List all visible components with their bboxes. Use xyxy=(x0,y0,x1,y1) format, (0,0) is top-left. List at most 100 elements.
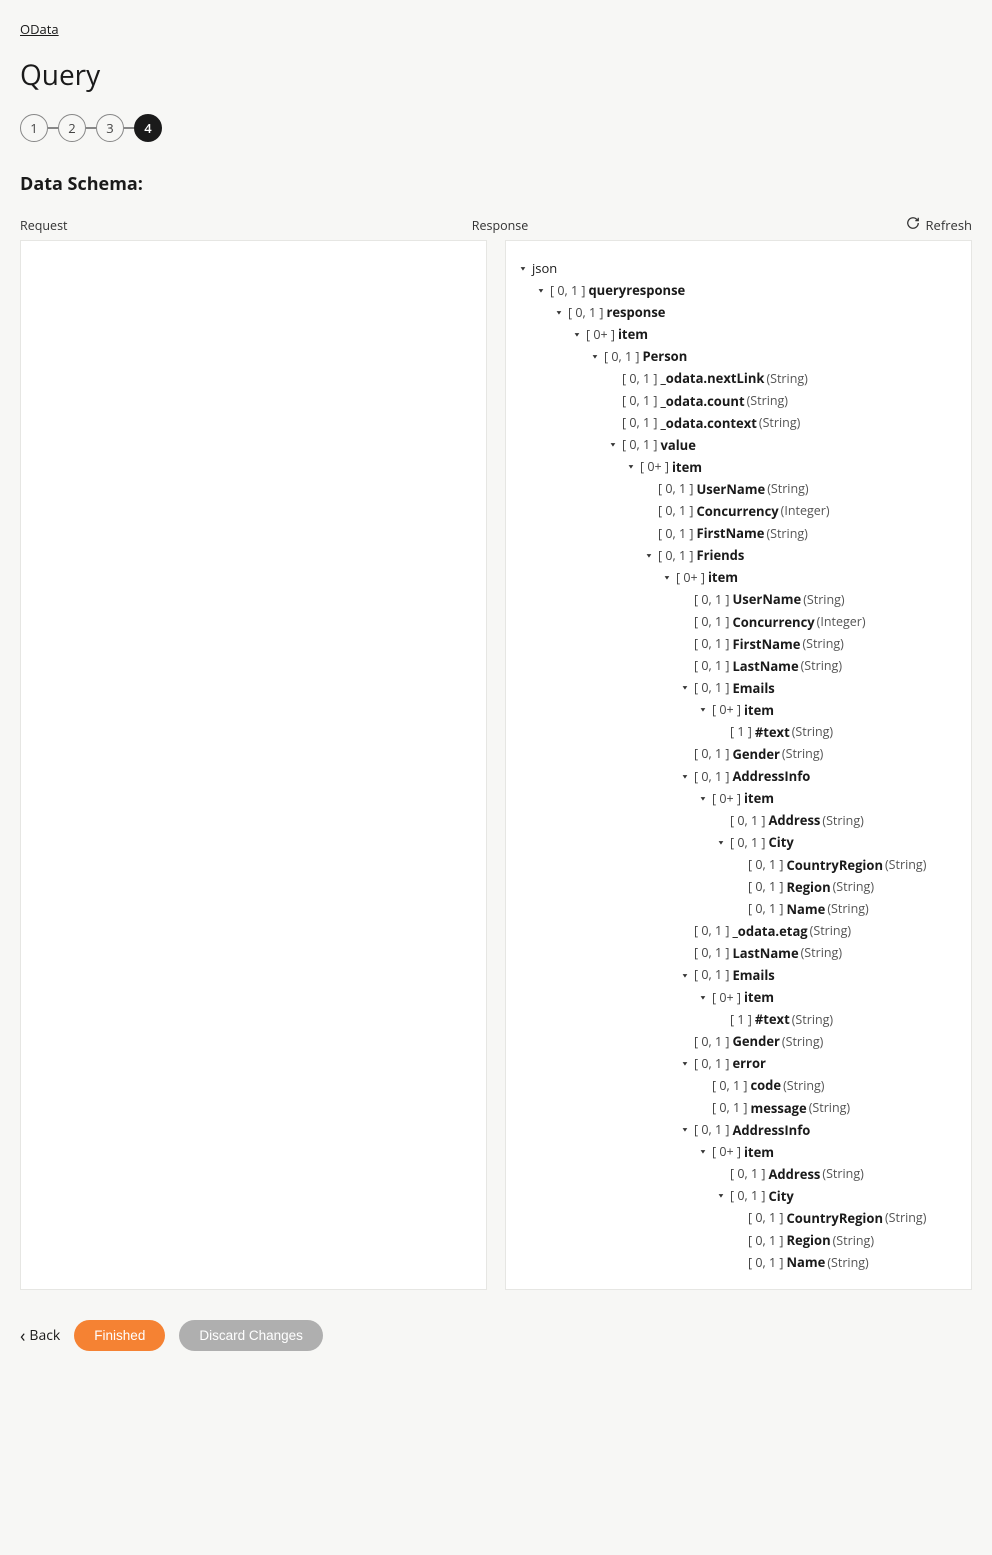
chevron-down-icon[interactable] xyxy=(660,569,674,586)
tree-node[interactable]: [ 0, 1 ] Concurrency (Integer) xyxy=(516,611,961,633)
tree-node[interactable]: [ 0, 1 ] message (String) xyxy=(516,1097,961,1119)
tree-node[interactable]: [ 0+ ] item xyxy=(516,1141,961,1163)
tree-node[interactable]: [ 0, 1 ] error xyxy=(516,1052,961,1074)
chevron-down-icon[interactable] xyxy=(570,326,584,343)
tree-node[interactable]: [ 1 ] #text (String) xyxy=(516,1008,961,1030)
refresh-icon xyxy=(906,216,920,234)
tree-node-name: _odata.nextLink xyxy=(660,367,764,389)
tree-node[interactable]: [ 0, 1 ] UserName (String) xyxy=(516,478,961,500)
tree-node[interactable]: [ 0, 1 ] Name (String) xyxy=(516,898,961,920)
tree-node[interactable]: [ 0, 1 ] Person xyxy=(516,345,961,367)
tree-node[interactable]: [ 0, 1 ] Address (String) xyxy=(516,809,961,831)
tree-node[interactable]: [ 0, 1 ] CountryRegion (String) xyxy=(516,854,961,876)
tree-node[interactable]: [ 0, 1 ] City xyxy=(516,831,961,853)
chevron-down-icon[interactable] xyxy=(624,458,638,475)
tree-node-name: message xyxy=(750,1097,806,1119)
tree-node[interactable]: [ 0+ ] item xyxy=(516,986,961,1008)
tree-node[interactable]: [ 0, 1 ] Gender (String) xyxy=(516,743,961,765)
tree-node[interactable]: [ 0+ ] item xyxy=(516,323,961,345)
tree-node[interactable]: [ 0, 1 ] Address (String) xyxy=(516,1163,961,1185)
tree-node[interactable]: [ 0, 1 ] Friends xyxy=(516,544,961,566)
chevron-down-icon[interactable] xyxy=(606,436,620,453)
tree-node-name: UserName xyxy=(732,588,801,610)
tree-node[interactable]: [ 0, 1 ] UserName (String) xyxy=(516,588,961,610)
tree-node[interactable]: [ 0, 1 ] City xyxy=(516,1185,961,1207)
tree-node[interactable]: [ 0, 1 ] FirstName (String) xyxy=(516,633,961,655)
tree-node-name: Address xyxy=(768,809,820,831)
tree-node[interactable]: [ 0, 1 ] LastName (String) xyxy=(516,655,961,677)
discard-button[interactable]: Discard Changes xyxy=(179,1320,323,1351)
tree-node[interactable]: [ 0, 1 ] _odata.etag (String) xyxy=(516,920,961,942)
tree-node-type: (String) xyxy=(801,942,842,963)
tree-node[interactable]: [ 0+ ] item xyxy=(516,787,961,809)
step-1[interactable]: 1 xyxy=(20,114,48,142)
tree-node[interactable]: [ 0, 1 ] LastName (String) xyxy=(516,942,961,964)
chevron-down-icon[interactable] xyxy=(552,304,566,321)
tree-node[interactable]: [ 0, 1 ] _odata.count (String) xyxy=(516,390,961,412)
tree-node-cardinality: [ 0+ ] xyxy=(640,456,669,477)
chevron-down-icon[interactable] xyxy=(696,989,710,1006)
tree-node-name: _odata.context xyxy=(660,412,756,434)
tree-node[interactable]: [ 0, 1 ] AddressInfo xyxy=(516,1119,961,1141)
tree-node-cardinality: [ 0, 1 ] xyxy=(748,1252,783,1273)
chevron-down-icon[interactable] xyxy=(696,701,710,718)
breadcrumb-link[interactable]: OData xyxy=(20,20,972,38)
chevron-down-icon[interactable] xyxy=(516,260,530,277)
tree-node-cardinality: [ 0, 1 ] xyxy=(748,898,783,919)
tree-node[interactable]: [ 0, 1 ] value xyxy=(516,434,961,456)
tree-node[interactable]: [ 0, 1 ] Name (String) xyxy=(516,1251,961,1273)
tree-node-cardinality: [ 1 ] xyxy=(730,721,752,742)
tree-node[interactable]: [ 0, 1 ] _odata.context (String) xyxy=(516,412,961,434)
tree-node-type: (String) xyxy=(766,368,807,389)
chevron-down-icon[interactable] xyxy=(678,768,692,785)
tree-node[interactable]: [ 0, 1 ] code (String) xyxy=(516,1074,961,1096)
chevron-down-icon[interactable] xyxy=(714,1187,728,1204)
chevron-down-icon[interactable] xyxy=(534,282,548,299)
tree-node-type: (String) xyxy=(833,876,874,897)
tree-node-cardinality: [ 0, 1 ] xyxy=(694,677,729,698)
tree-node-type: (String) xyxy=(885,854,926,875)
tree-node[interactable]: [ 0, 1 ] Emails xyxy=(516,964,961,986)
chevron-down-icon[interactable] xyxy=(678,967,692,984)
chevron-down-icon[interactable] xyxy=(678,1055,692,1072)
step-connector xyxy=(48,127,58,129)
tree-node-type: (String) xyxy=(827,1252,868,1273)
step-3[interactable]: 3 xyxy=(96,114,124,142)
tree-node[interactable]: [ 0+ ] item xyxy=(516,699,961,721)
chevron-down-icon[interactable] xyxy=(678,1121,692,1138)
chevron-down-icon[interactable] xyxy=(642,547,656,564)
refresh-button[interactable]: Refresh xyxy=(906,216,972,234)
tree-node[interactable]: [ 0, 1 ] Gender (String) xyxy=(516,1030,961,1052)
tree-node[interactable]: [ 0, 1 ] queryresponse xyxy=(516,279,961,301)
chevron-down-icon[interactable] xyxy=(678,679,692,696)
tree-node[interactable]: [ 0, 1 ] FirstName (String) xyxy=(516,522,961,544)
step-4[interactable]: 4 xyxy=(134,114,162,142)
tree-node[interactable]: [ 0, 1 ] response xyxy=(516,301,961,323)
tree-node[interactable]: [ 1 ] #text (String) xyxy=(516,721,961,743)
tree-node[interactable]: [ 0, 1 ] Concurrency (Integer) xyxy=(516,500,961,522)
tree-node[interactable]: json xyxy=(516,257,961,279)
back-button[interactable]: Back xyxy=(20,1326,60,1345)
tree-node[interactable]: [ 0, 1 ] Region (String) xyxy=(516,876,961,898)
tree-node-name: item xyxy=(744,1141,774,1163)
response-column-label: Response xyxy=(472,217,906,234)
tree-node-name: error xyxy=(732,1052,765,1074)
tree-node-cardinality: [ 0, 1 ] xyxy=(730,832,765,853)
tree-node[interactable]: [ 0, 1 ] CountryRegion (String) xyxy=(516,1207,961,1229)
tree-node[interactable]: [ 0, 1 ] Region (String) xyxy=(516,1229,961,1251)
tree-node[interactable]: [ 0+ ] item xyxy=(516,456,961,478)
tree-node-cardinality: [ 0, 1 ] xyxy=(694,1053,729,1074)
step-2[interactable]: 2 xyxy=(58,114,86,142)
chevron-down-icon[interactable] xyxy=(588,348,602,365)
tree-node-cardinality: [ 0, 1 ] xyxy=(658,523,693,544)
finished-button[interactable]: Finished xyxy=(74,1320,165,1351)
chevron-down-icon[interactable] xyxy=(714,834,728,851)
tree-node[interactable]: [ 0, 1 ] AddressInfo xyxy=(516,765,961,787)
chevron-down-icon[interactable] xyxy=(696,790,710,807)
chevron-down-icon[interactable] xyxy=(696,1143,710,1160)
tree-node[interactable]: [ 0+ ] item xyxy=(516,566,961,588)
tree-node[interactable]: [ 0, 1 ] Emails xyxy=(516,677,961,699)
tree-node-name: UserName xyxy=(696,478,765,500)
tree-node[interactable]: [ 0, 1 ] _odata.nextLink (String) xyxy=(516,367,961,389)
tree-node-type: (String) xyxy=(827,898,868,919)
